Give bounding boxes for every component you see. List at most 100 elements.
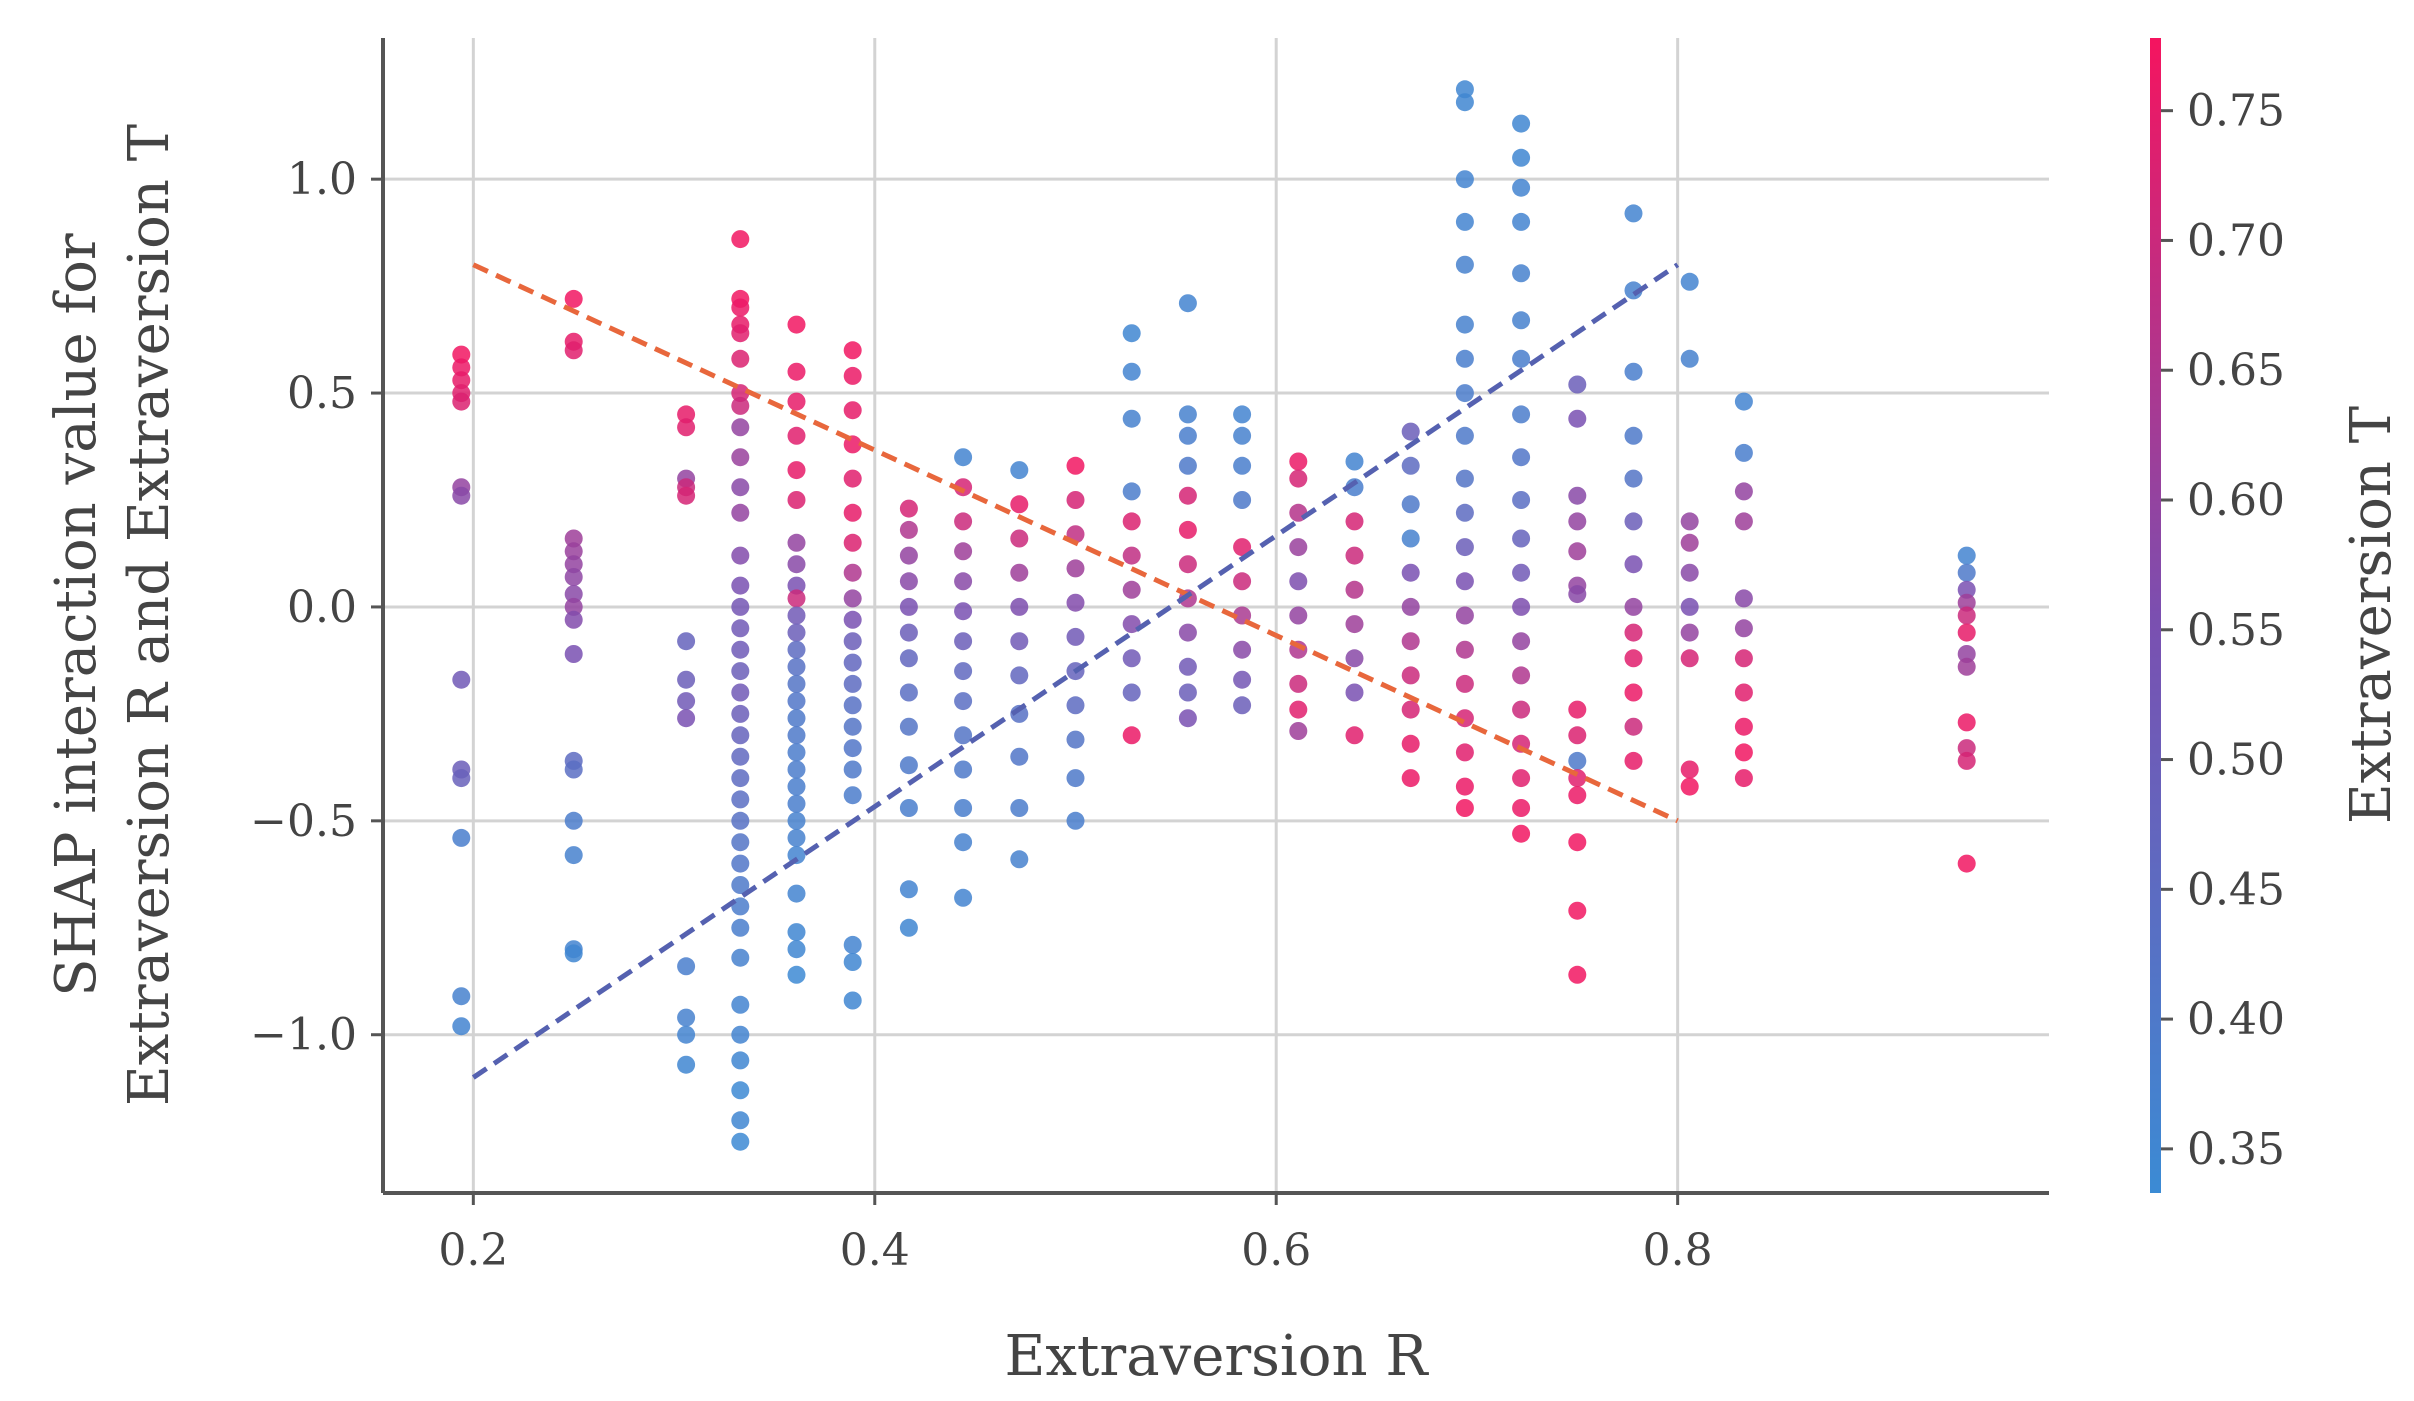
scatter-point <box>899 623 918 642</box>
trend-line-2 <box>471 262 1680 1080</box>
scatter-point <box>1178 405 1197 424</box>
scatter-point <box>564 610 583 629</box>
scatter-point <box>731 704 750 723</box>
scatter-point <box>1568 901 1587 920</box>
scatter-point <box>843 739 862 758</box>
scatter-point <box>1512 114 1531 133</box>
scatter-point <box>1010 747 1029 766</box>
scatter-point <box>899 717 918 736</box>
trend-lines <box>471 262 1680 1080</box>
scatter-point <box>1455 170 1474 189</box>
scatter-point <box>1957 546 1976 565</box>
scatter-point <box>731 619 750 638</box>
x-tick-label: 0.6 <box>1241 1225 1311 1276</box>
scatter-point <box>843 366 862 385</box>
scatter-point <box>731 324 750 343</box>
scatter-point <box>1010 529 1029 548</box>
scatter-point <box>1624 623 1643 642</box>
scatter-point <box>731 576 750 595</box>
scatter-point <box>731 396 750 415</box>
scatter-point <box>564 341 583 360</box>
scatter-point <box>1680 563 1699 582</box>
scatter-point <box>564 811 583 830</box>
scatter-point <box>1512 769 1531 788</box>
scatter-point <box>1178 623 1197 642</box>
scatter-point <box>1957 593 1976 612</box>
scatter-point <box>1734 649 1753 668</box>
scatter-point <box>1512 491 1531 509</box>
scatter-point <box>1734 743 1753 762</box>
scatter-point <box>1624 512 1643 531</box>
scatter-point <box>954 542 973 561</box>
scatter-point <box>1345 683 1364 702</box>
scatter-point <box>731 230 750 249</box>
scatter-point <box>1345 615 1364 634</box>
scatter-point <box>1512 563 1531 582</box>
scatter-point <box>1568 700 1587 719</box>
scatter-point <box>564 542 583 561</box>
scatter-point <box>1010 666 1029 685</box>
scatter-point <box>843 341 862 360</box>
scatter-point <box>1066 456 1085 475</box>
scatter-point <box>1455 212 1474 231</box>
scatter-point <box>1066 811 1085 830</box>
scatter-point <box>1680 533 1699 552</box>
scatter-point <box>1680 623 1699 642</box>
scatter-point <box>1401 632 1420 651</box>
scatter-point <box>1289 722 1308 740</box>
colorbar-tick-label: 0.50 <box>2187 735 2285 786</box>
scatter-point <box>1734 512 1753 531</box>
scatter-point <box>1122 683 1141 702</box>
y-tick-label: 0.0 <box>287 582 357 633</box>
scatter-point <box>1455 503 1474 522</box>
scatter-point <box>1178 294 1197 313</box>
scatter-point <box>564 760 583 779</box>
colorbar-tick-label: 0.35 <box>2187 1124 2285 1175</box>
scatter-point <box>1289 606 1308 625</box>
scatter-point <box>787 965 806 984</box>
scatter-point <box>731 448 750 467</box>
scatter-point <box>1624 555 1643 574</box>
scatter-point <box>1512 824 1531 843</box>
scatter-point <box>1401 666 1420 685</box>
scatter-point <box>731 683 750 702</box>
scatter-point <box>731 478 750 497</box>
scatter-point <box>1066 491 1085 509</box>
scatter-point <box>1512 349 1531 368</box>
scatter-point <box>954 662 973 681</box>
scatter-point <box>1734 589 1753 608</box>
scatter-point <box>899 649 918 668</box>
scatter-point <box>1455 315 1474 334</box>
scatter-point <box>1289 469 1308 488</box>
scatter-point <box>1957 751 1976 770</box>
scatter-point <box>677 1055 696 1074</box>
scatter-point <box>1233 405 1252 424</box>
scatter-point <box>1455 572 1474 591</box>
scatter-point <box>1624 597 1643 616</box>
y-axis-ticks: −1.0 −0.5 0.0 0.5 1.0 <box>250 154 383 1061</box>
scatter-point <box>954 726 973 745</box>
scatter-point <box>843 533 862 552</box>
scatter-point <box>1455 640 1474 659</box>
scatter-point <box>564 944 583 963</box>
scatter-point <box>1178 555 1197 574</box>
scatter-point <box>1512 700 1531 719</box>
colorbar-tick-label: 0.65 <box>2187 345 2285 396</box>
scatter-point <box>954 448 973 467</box>
scatter-point <box>731 1051 750 1070</box>
scatter-point <box>843 563 862 582</box>
scatter-point <box>1512 212 1531 231</box>
scatter-point <box>731 833 750 852</box>
scatter-point <box>1455 799 1474 817</box>
scatter-point <box>787 709 806 728</box>
scatter-point <box>843 717 862 736</box>
scatter-point <box>1624 362 1643 381</box>
scatter-point <box>843 469 862 488</box>
scatter-point <box>1233 640 1252 659</box>
scatter-point <box>731 662 750 681</box>
scatter-point <box>564 846 583 865</box>
scatter-point <box>731 790 750 809</box>
scatter-point <box>731 546 750 565</box>
scatter-point <box>1401 597 1420 616</box>
